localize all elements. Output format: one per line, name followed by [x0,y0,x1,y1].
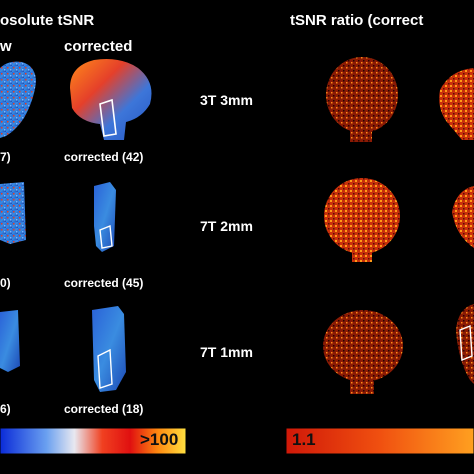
caption-raw-row2: 0) [0,276,11,290]
caption-corrected-row2: corrected (45) [64,276,144,290]
coronal-7t2-a [324,178,400,254]
colorbar-ratio [285,427,474,455]
colorbar-absolute-max-label: >100 [140,430,179,449]
coronal-3t-b [439,68,474,140]
caption-raw-row3: 6) [0,402,11,416]
colorbar-ratio-min-label: 1.1 [292,430,316,449]
resolution-label-3t-3mm: 3T 3mm [200,92,253,108]
coronal-7t1-a [323,310,403,382]
col-header-corrected: corrected [64,38,133,55]
col-header-raw: w [0,38,12,55]
roi-outline-1 [99,98,117,137]
brain-sagittal-corrected [70,59,152,140]
caption-corrected-row1: corrected (42) [64,150,144,164]
caption-corrected-row3: corrected (18) [64,402,144,416]
coronal-3t-a [326,57,398,133]
brain-slab-raw-2 [0,182,26,244]
resolution-label-7t-2mm: 7T 2mm [200,218,253,234]
brain-slab-corrected-3 [92,306,126,392]
brain-slab-raw-3 [0,310,20,372]
roi-outline-2 [99,225,113,249]
caption-raw-row1: 7) [0,150,11,164]
coronal-7t2-b [452,186,474,248]
coronal-7t1-b [456,304,474,384]
brain-slab-corrected-2 [94,182,116,252]
colorbar-absolute [0,427,187,455]
brain-sagittal-raw [0,61,36,138]
left-panel-title: osolute tSNR [0,12,95,29]
roi-outline-3 [97,348,113,389]
resolution-label-7t-1mm: 7T 1mm [200,344,253,360]
right-panel-title: tSNR ratio (correct [290,12,424,29]
roi-outline-right [459,324,473,362]
